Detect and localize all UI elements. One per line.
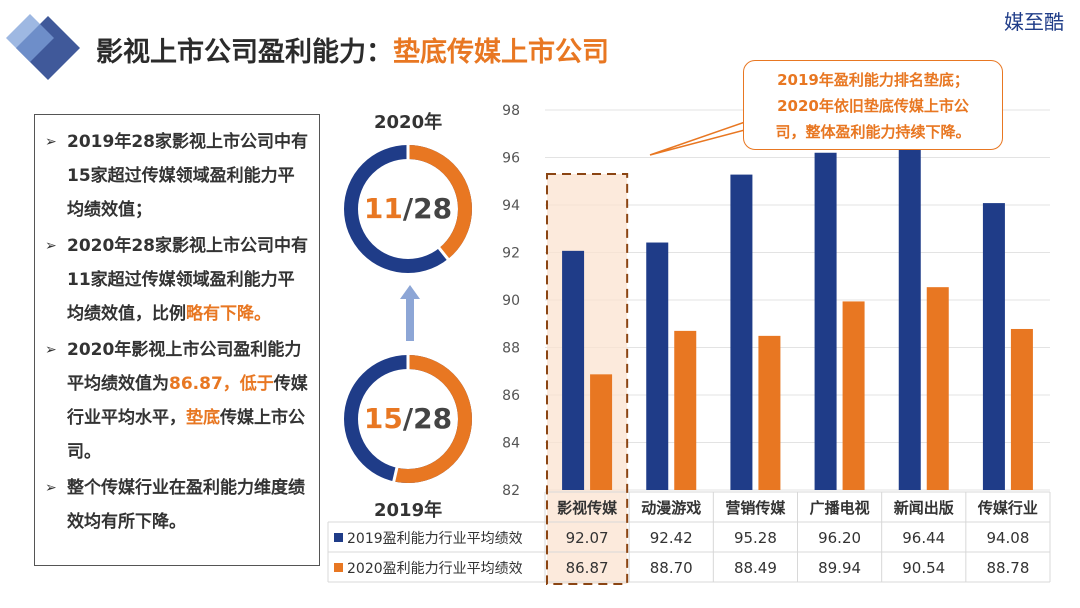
y-tick-label: 90 xyxy=(502,293,520,309)
bar-2019 xyxy=(730,174,753,490)
data-table-value: 89.94 xyxy=(818,559,861,577)
data-table-value: 92.42 xyxy=(650,529,693,547)
donut-2020-fraction: 11/28 xyxy=(358,192,458,225)
donut-2019-ring xyxy=(344,354,472,483)
data-table-value: 86.87 xyxy=(566,559,609,577)
legend-swatch-2019 xyxy=(334,533,343,542)
donut-2019-separator-1 xyxy=(392,466,399,483)
data-table-value: 95.28 xyxy=(734,529,777,547)
bullet-arrow-icon: ➢ xyxy=(45,342,57,358)
donut-2019-num: 15 xyxy=(363,402,403,435)
bullet-text: 略有下降。 xyxy=(186,304,271,324)
bar-2019 xyxy=(646,242,669,490)
donut-2020-separator-1 xyxy=(437,246,450,261)
y-tick-label: 94 xyxy=(502,198,520,214)
bullet-text: 86.87，低于 xyxy=(169,374,274,394)
bullet-arrow-icon: ➢ xyxy=(45,134,57,150)
bullet-text: 传媒行业平均水平， xyxy=(67,374,308,428)
y-tick-label: 98 xyxy=(502,103,520,119)
bar-2020 xyxy=(842,301,865,490)
y-tick-label: 82 xyxy=(502,483,520,499)
bullet-text: 2020年28家影视上市公司中有11家超过传媒领域盈利能力平均绩效值，比例 xyxy=(67,236,308,324)
bullet-text: 垫底 xyxy=(186,408,220,428)
callout-line-1: 2019年盈利能力排名垫底； xyxy=(777,71,969,89)
data-table-value: 96.44 xyxy=(902,529,945,547)
x-tick-label: 广播电视 xyxy=(810,499,870,517)
y-tick-label: 92 xyxy=(502,246,520,262)
bar-2020 xyxy=(926,287,949,490)
donut-2020-num: 11 xyxy=(363,192,403,225)
callout-box: 2019年盈利能力排名垫底； 2020年依旧垫底传媒上市公 司，整体盈利能力持续… xyxy=(743,60,1003,150)
page-title: 影视上市公司盈利能力：垫底传媒上市公司 xyxy=(96,30,609,69)
legend-label-2020: 2020盈利能力行业平均绩效 xyxy=(347,561,523,577)
bullet-item: ➢ 2020年28家影视上市公司中有11家超过传媒领域盈利能力平均绩效值，比例略有… xyxy=(45,229,311,331)
bullet-text: 整个传媒行业在盈利能力维度绩效均有所下降。 xyxy=(67,478,305,532)
y-tick-label: 86 xyxy=(502,388,520,404)
data-table-value: 94.08 xyxy=(986,529,1029,547)
x-tick-label: 动漫游戏 xyxy=(641,499,701,517)
donut-top-year: 2020年 xyxy=(374,112,443,133)
bullet-text: 2020年影视上市公司盈利能力平均绩效值为 xyxy=(67,340,302,394)
y-tick-label: 88 xyxy=(502,341,520,357)
bullet-arrow-icon: ➢ xyxy=(45,480,57,496)
header-diamond-small xyxy=(6,14,54,62)
bullet-text: 传媒上市公司。 xyxy=(67,408,305,462)
donut-2020-ring xyxy=(344,144,472,273)
donut-2019 xyxy=(344,354,472,483)
bar-2020 xyxy=(590,374,613,490)
callout-line-2: 2020年依旧垫底传媒上市公 xyxy=(777,97,969,115)
legend-label-2019: 2019盈利能力行业平均绩效 xyxy=(347,531,523,547)
bar-2019 xyxy=(982,203,1005,490)
bullet-text: 2019年28家影视上市公司中有15家超过传媒领域盈利能力平均绩效值； xyxy=(67,132,308,220)
up-arrow-icon xyxy=(400,285,420,341)
title-highlight: 垫底传媒上市公司 xyxy=(393,37,609,68)
bar-2020 xyxy=(674,330,697,490)
bullet-item: ➢ 2019年28家影视上市公司中有15家超过传媒领域盈利能力平均绩效值； xyxy=(45,125,311,227)
brand-logo: 媒至酷 xyxy=(1004,10,1064,34)
data-table-value: 88.70 xyxy=(650,559,693,577)
x-tick-label: 新闻出版 xyxy=(894,499,954,517)
bullet-item: ➢ 2020年影视上市公司盈利能力平均绩效值为86.87，低于传媒行业平均水平，垫… xyxy=(45,333,311,469)
donut-bottom-year: 2019年 xyxy=(374,500,443,521)
data-table-value: 96.20 xyxy=(818,529,861,547)
donut-2019-fraction: 15/28 xyxy=(358,402,458,435)
bar-2020 xyxy=(758,335,781,490)
x-tick-label: 影视传媒 xyxy=(557,499,618,517)
donut-2019-den: /28 xyxy=(402,402,453,435)
data-table-value: 88.49 xyxy=(734,559,777,577)
bar-2020 xyxy=(1010,328,1033,490)
highlight-column-fill xyxy=(547,174,628,584)
bar-2019 xyxy=(562,250,585,490)
y-tick-label: 96 xyxy=(502,151,520,167)
y-tick-label: 84 xyxy=(502,436,520,452)
donut-2020-den: /28 xyxy=(402,192,453,225)
header-decoration xyxy=(6,14,80,80)
title-main: 影视上市公司盈利能力： xyxy=(96,37,393,68)
data-table-value: 92.07 xyxy=(566,529,609,547)
highlight-column-frame xyxy=(546,173,629,585)
callout-line-3: 司，整体盈利能力持续下降。 xyxy=(775,123,971,141)
bullet-item: ➢ 整个传媒行业在盈利能力维度绩效均有所下降。 xyxy=(45,471,311,539)
x-tick-label: 营销传媒 xyxy=(725,499,786,517)
x-tick-label: 传媒行业 xyxy=(977,499,1038,517)
data-table-value: 88.78 xyxy=(986,559,1029,577)
donut-2020 xyxy=(344,144,472,273)
bullet-arrow-icon: ➢ xyxy=(45,238,57,254)
bar-2019 xyxy=(898,147,921,491)
legend-swatch-2020 xyxy=(334,563,343,572)
data-table-value: 90.54 xyxy=(902,559,945,577)
bar-2019 xyxy=(814,152,837,490)
bullet-list: ➢ 2019年28家影视上市公司中有15家超过传媒领域盈利能力平均绩效值； ➢ 202… xyxy=(34,114,320,566)
